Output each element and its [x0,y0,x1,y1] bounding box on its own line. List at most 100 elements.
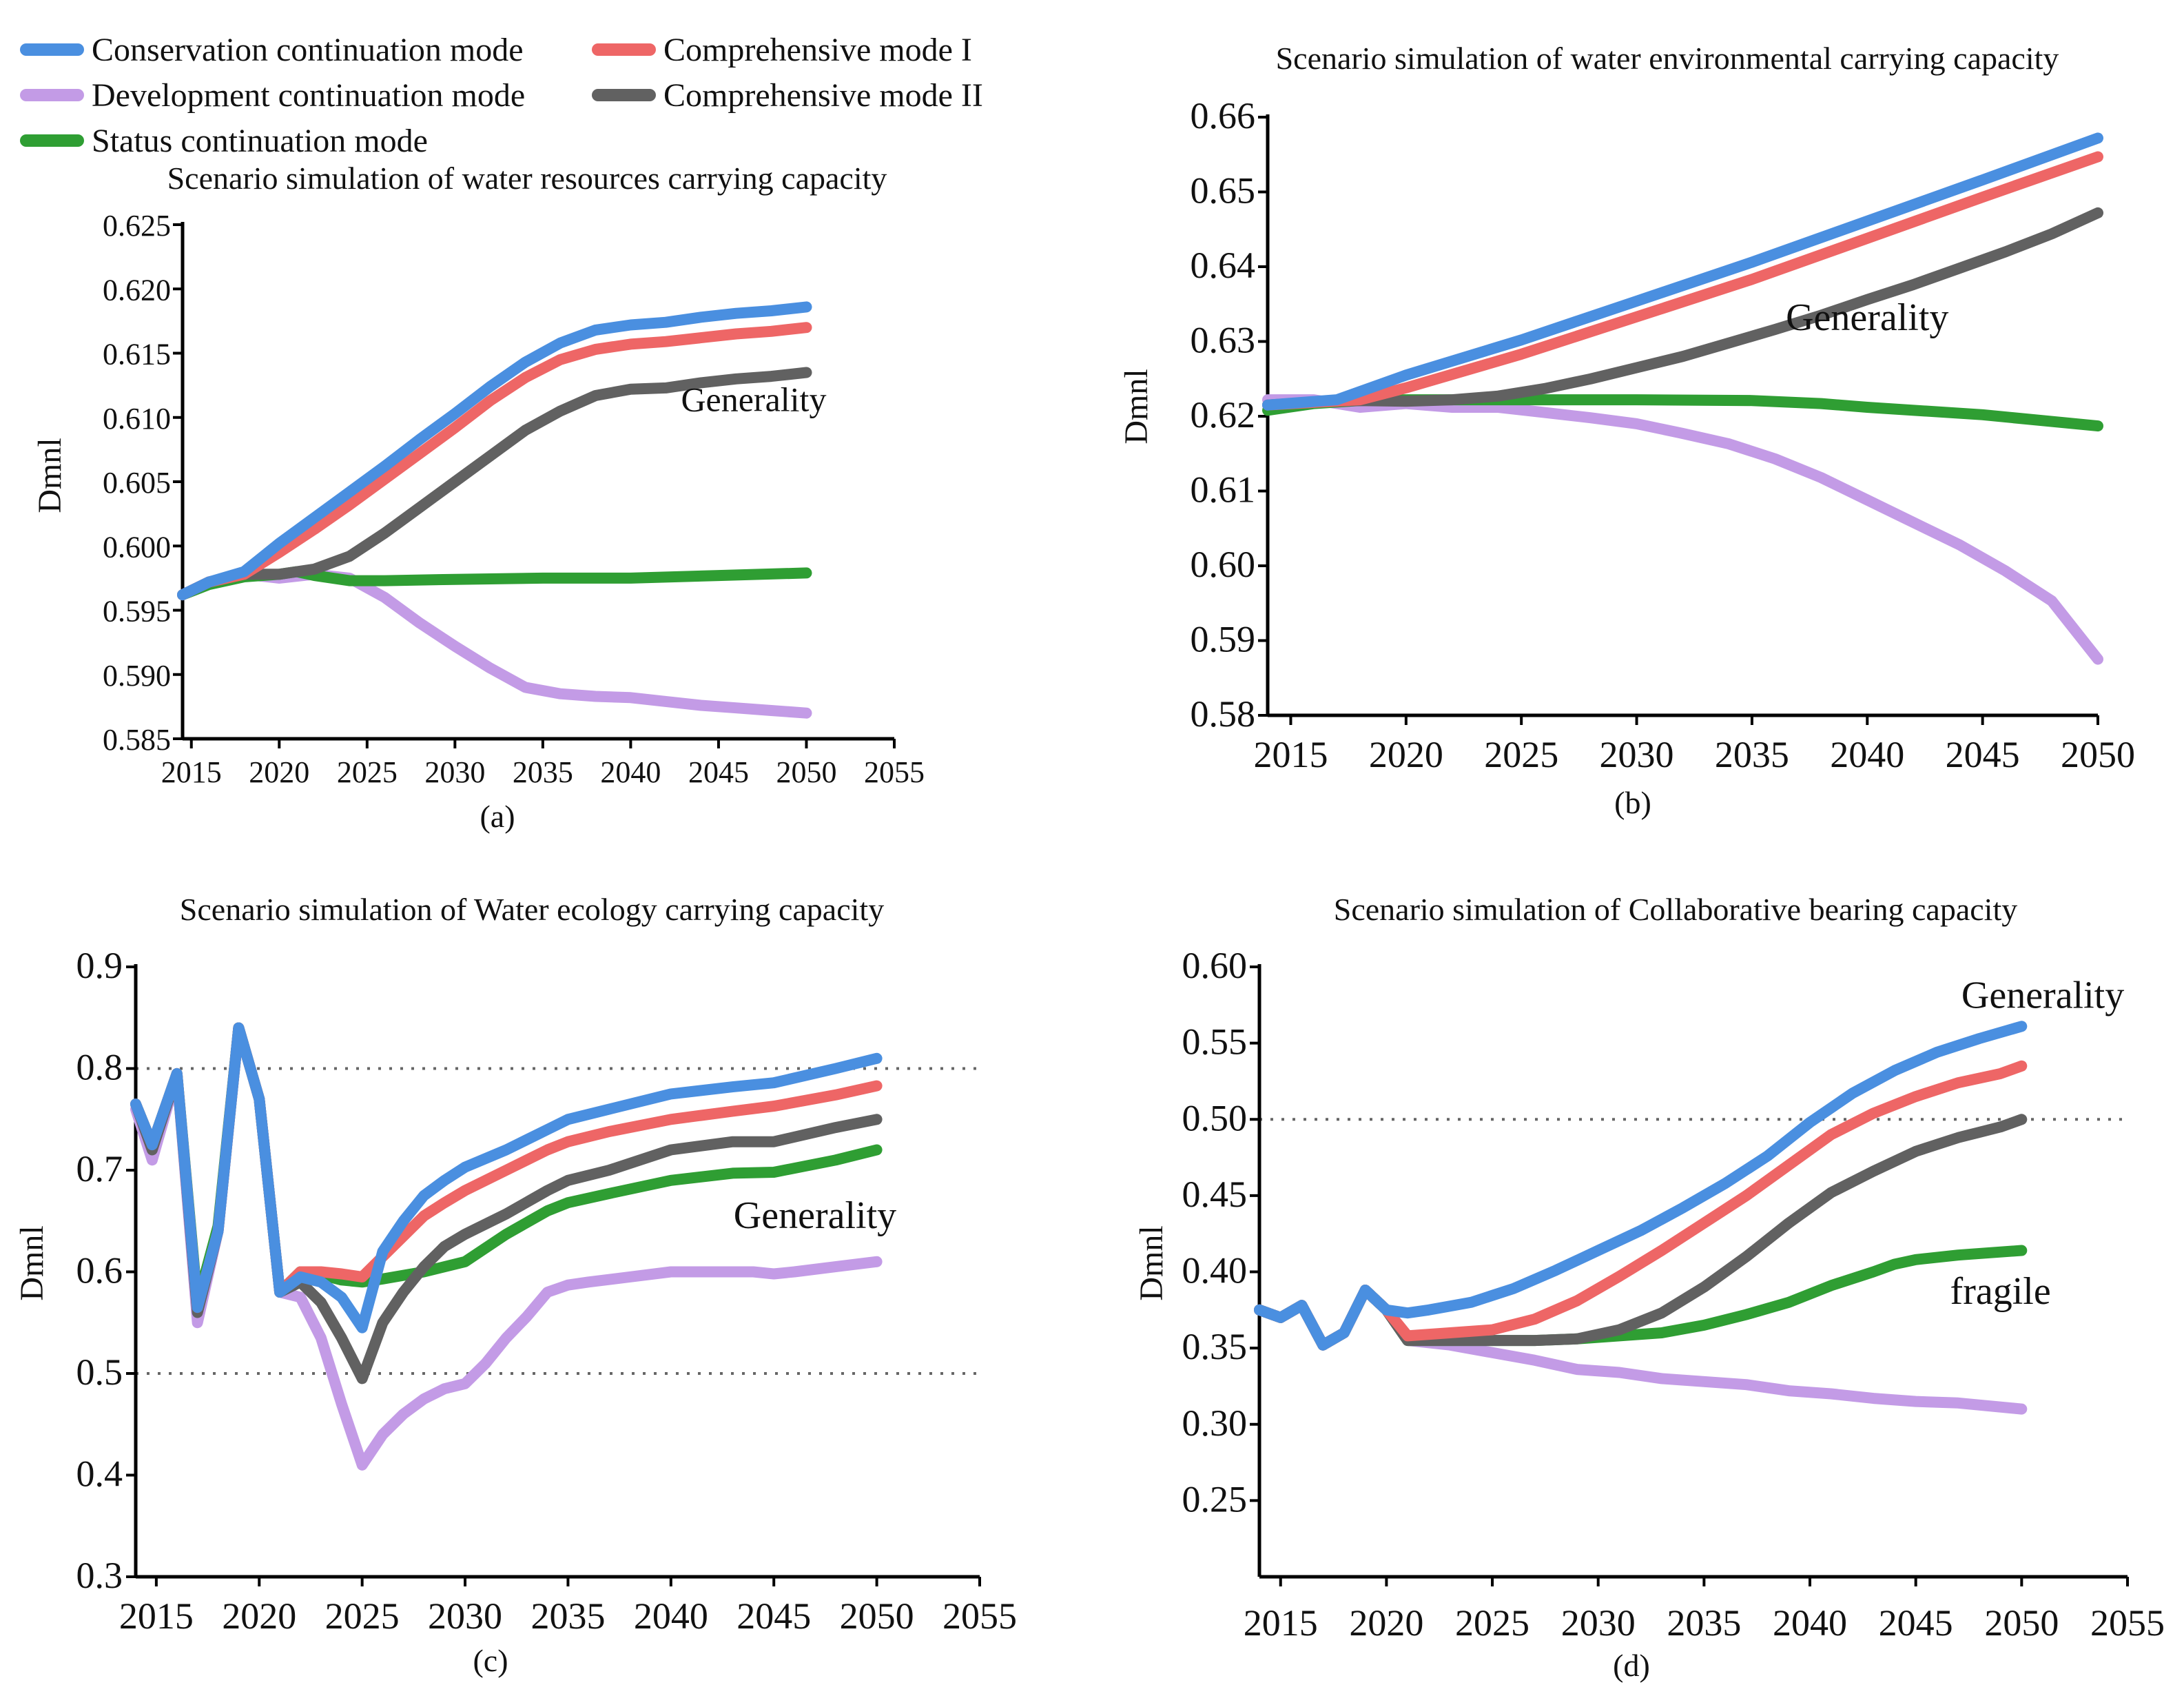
annotation-generality: Generality [1786,296,1948,339]
x-tick-label: 2020 [222,1595,296,1637]
x-tick-label: 2040 [1830,734,1904,775]
y-tick-label: 0.58 [1191,693,1256,735]
x-tick-label: 2030 [1561,1602,1636,1644]
y-axis-label: Dmnl [32,438,68,513]
legend-item-comp1: Comprehensive mode I [592,32,972,68]
y-tick-label: 0.595 [103,595,171,629]
x-tick-label: 2055 [2090,1602,2165,1644]
x-tick-label: 2050 [776,755,836,789]
y-tick-label: 0.59 [1191,619,1256,660]
chart-collaborative-bearing: Scenario simulation of Collaborative bea… [1133,892,2165,1683]
series-line-conservation [1254,1021,2028,1351]
y-tick-label: 0.45 [1182,1174,1248,1215]
legend: Conservation continuation mode Developmen… [20,32,983,159]
y-tick-label: 0.4 [76,1453,123,1495]
annotation-fragile: fragile [1950,1270,2051,1313]
legend-item-development: Development continuation mode [20,77,525,114]
y-tick-label: 0.605 [103,466,171,500]
series-line-conservation [1262,132,2103,411]
y-tick-label: 0.40 [1182,1250,1248,1291]
y-tick-label: 0.55 [1182,1021,1248,1063]
y-tick-label: 0.615 [103,338,171,371]
series-line-development [1262,394,2103,665]
series-line-comp1 [177,322,812,601]
x-tick-label: 2045 [1946,734,2020,775]
x-tick-label: 2045 [1879,1602,1953,1644]
y-axis-label: Dmnl [1118,369,1155,444]
y-tick-label: 0.66 [1191,95,1256,136]
x-tick-label: 2015 [119,1595,194,1637]
x-tick-label: 2035 [1715,734,1789,775]
y-tick-label: 0.25 [1182,1478,1248,1520]
series-line-comp1 [1262,151,2103,411]
y-tick-label: 0.62 [1191,394,1256,436]
x-tick-label: 2030 [428,1595,502,1637]
chart-title: Scenario simulation of water environment… [1276,41,2059,76]
x-tick-label: 2035 [1667,1602,1741,1644]
x-tick-label: 2045 [736,1595,811,1637]
series-line-development [130,1022,883,1471]
series-line-development [1254,1285,2028,1415]
chart-water-resources: Scenario simulation of water resources c… [32,161,925,834]
x-tick-label: 2040 [634,1595,708,1637]
y-tick-label: 0.61 [1191,469,1256,511]
y-tick-label: 0.8 [76,1047,123,1088]
series-line-comp2 [177,367,812,601]
x-tick-label: 2030 [424,755,485,789]
y-tick-label: 0.610 [103,402,171,436]
y-tick-label: 0.60 [1182,945,1248,986]
x-tick-label: 2025 [337,755,398,789]
panel-caption: (c) [473,1643,508,1678]
x-tick-label: 2055 [942,1595,1017,1637]
x-tick-label: 2020 [1349,1602,1423,1644]
x-tick-label: 2020 [249,755,309,789]
y-tick-label: 0.3 [76,1555,123,1596]
legend-label-conservation: Conservation continuation mode [92,32,524,68]
y-tick-label: 0.5 [76,1351,123,1393]
x-tick-label: 2040 [600,755,661,789]
chart-title: Scenario simulation of water resources c… [167,161,887,196]
y-tick-label: 0.590 [103,659,171,693]
x-tick-label: 2040 [1773,1602,1847,1644]
panel-caption: (b) [1614,785,1651,820]
legend-label-comp2: Comprehensive mode II [663,77,983,114]
legend-label-comp1: Comprehensive mode I [663,32,972,68]
series-line-comp2 [1262,207,2103,411]
x-tick-label: 2050 [1984,1602,2059,1644]
legend-label-status: Status continuation mode [92,123,428,159]
x-tick-label: 2015 [161,755,222,789]
y-axis-label: Dmnl [14,1225,50,1300]
y-tick-label: 0.620 [103,273,171,307]
y-tick-label: 0.585 [103,723,171,757]
panel-caption: (d) [1613,1648,1650,1683]
y-tick-label: 0.35 [1182,1326,1248,1367]
x-tick-label: 2015 [1253,734,1328,775]
x-tick-label: 2045 [688,755,749,789]
y-tick-label: 0.7 [76,1148,123,1189]
x-tick-label: 2020 [1369,734,1443,775]
x-tick-label: 2030 [1600,734,1674,775]
y-tick-label: 0.6 [76,1250,123,1291]
y-tick-label: 0.60 [1191,544,1256,585]
y-tick-label: 0.600 [103,530,171,564]
y-tick-label: 0.65 [1191,170,1256,212]
y-axis-label: Dmnl [1133,1225,1170,1300]
y-tick-label: 0.50 [1182,1097,1248,1138]
legend-item-comp2: Comprehensive mode II [592,77,983,114]
x-tick-label: 2025 [1455,1602,1529,1644]
x-tick-label: 2025 [1484,734,1558,775]
chart-title: Scenario simulation of Collaborative bea… [1334,892,2018,927]
x-tick-label: 2055 [864,755,925,789]
legend-label-development: Development continuation mode [92,77,525,114]
legend-item-status: Status continuation mode [20,123,428,159]
legend-item-conservation: Conservation continuation mode [20,32,524,68]
x-tick-label: 2050 [840,1595,914,1637]
chart-title: Scenario simulation of Water ecology car… [180,892,884,927]
y-tick-label: 0.63 [1191,320,1256,361]
chart-water-environment: Scenario simulation of water environment… [1118,41,2135,820]
chart-water-ecology: Scenario simulation of Water ecology car… [14,892,1017,1678]
annotation-generality: Generality [734,1194,896,1237]
series-line-conservation [130,1022,883,1334]
x-tick-label: 2035 [530,1595,605,1637]
